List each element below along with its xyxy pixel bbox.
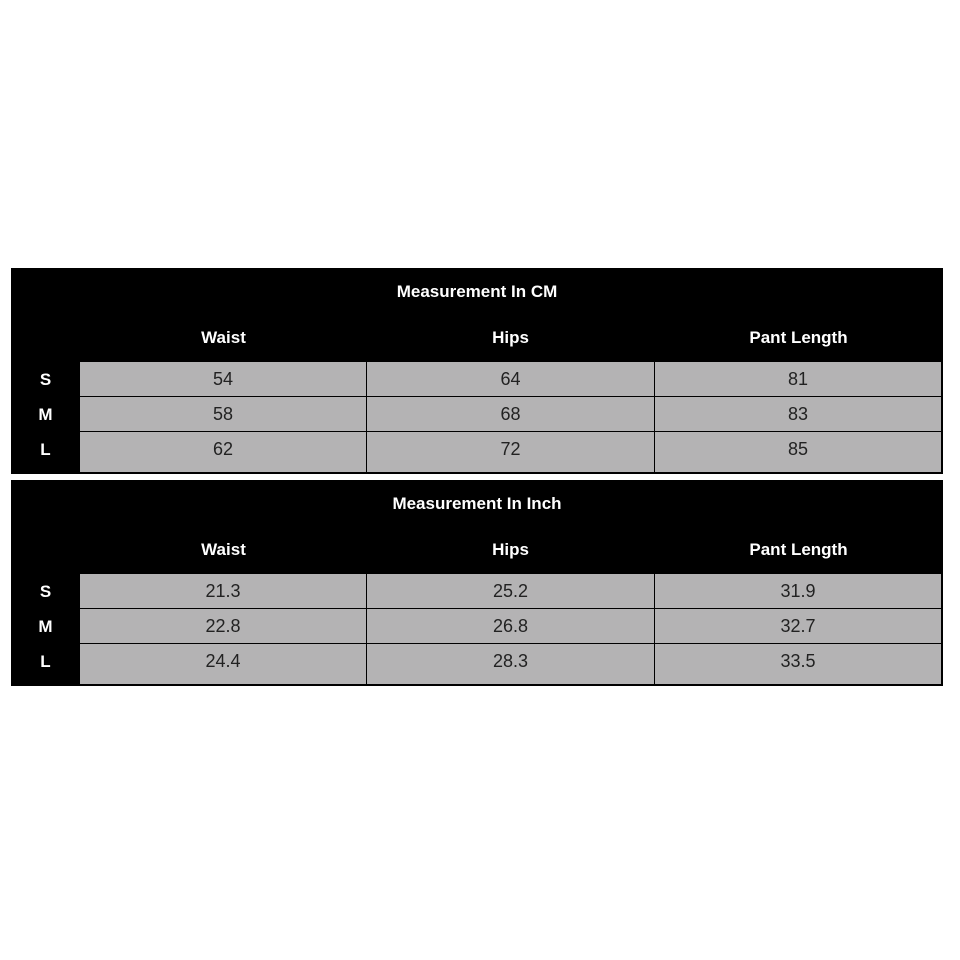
- table-cell: 33.5: [655, 644, 942, 685]
- column-header: Waist: [201, 540, 246, 559]
- table-cell: 26.8: [367, 609, 655, 644]
- table-cell: 72: [367, 432, 655, 473]
- table-cell: 81: [655, 362, 942, 397]
- table-cell: 54: [80, 362, 367, 397]
- table-cell: 24.4: [80, 644, 367, 685]
- table-cell: 21.3: [80, 574, 367, 609]
- table-cell: 58: [80, 397, 367, 432]
- column-header: Pant Length: [749, 328, 848, 347]
- table-cell: 68: [367, 397, 655, 432]
- size-label: M: [38, 617, 53, 636]
- column-header: Pant Length: [749, 540, 848, 559]
- table-cell: 25.2: [367, 574, 655, 609]
- size-label: S: [39, 582, 52, 601]
- size-table-0: Measurement In CM Waist Hips Pant Length S M L…: [11, 268, 943, 474]
- size-label: L: [40, 652, 51, 671]
- column-header: Hips: [492, 328, 529, 347]
- table-cell: 83: [655, 397, 942, 432]
- size-label: L: [40, 440, 51, 459]
- size-table-1: Measurement In Inch Waist Hips Pant Length S…: [11, 480, 943, 686]
- table-title: Measurement In CM: [396, 282, 558, 301]
- size-label: M: [38, 405, 53, 424]
- table-cell: 22.8: [80, 609, 367, 644]
- table-title: Measurement In Inch: [392, 494, 562, 513]
- table-cell: 28.3: [367, 644, 655, 685]
- table-cell: 31.9: [655, 574, 942, 609]
- table-cell: 62: [80, 432, 367, 473]
- table-cell: 64: [367, 362, 655, 397]
- table-body: 21.3 25.2 31.9 22.8 26.8 32.7 24.4 28.3 33.5: [80, 574, 942, 685]
- table-cell: 85: [655, 432, 942, 473]
- column-header: Waist: [201, 328, 246, 347]
- table-body: 54 64 81 58 68 83 62 72 85: [80, 362, 942, 473]
- table-cell: 32.7: [655, 609, 942, 644]
- size-label: S: [39, 370, 52, 389]
- column-header: Hips: [492, 540, 529, 559]
